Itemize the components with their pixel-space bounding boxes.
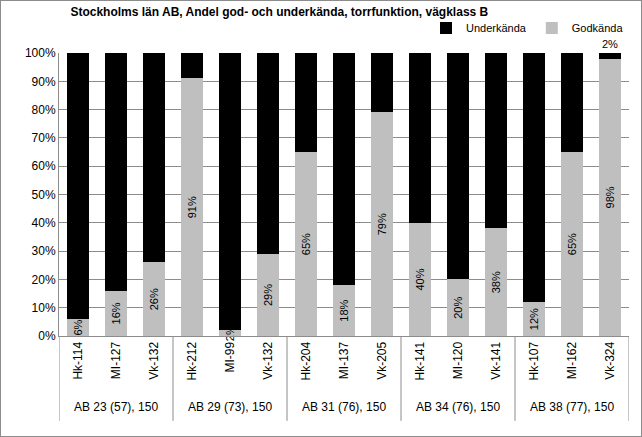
- svg-text:90%: 90%: [32, 75, 56, 89]
- svg-text:0%: 0%: [38, 329, 56, 343]
- svg-text:38%: 38%: [490, 271, 502, 293]
- svg-text:12%: 12%: [528, 308, 540, 330]
- svg-text:65%: 65%: [566, 233, 578, 255]
- svg-text:MI-127: MI-127: [109, 341, 123, 379]
- svg-text:98%: 98%: [604, 186, 616, 208]
- svg-text:Hk-141: Hk-141: [413, 341, 427, 380]
- svg-text:16%: 16%: [110, 302, 122, 324]
- svg-text:50%: 50%: [32, 188, 56, 202]
- svg-text:Vk-205: Vk-205: [375, 341, 389, 379]
- svg-text:AB 23 (57), 150: AB 23 (57), 150: [74, 400, 158, 414]
- svg-text:40%: 40%: [414, 268, 426, 290]
- svg-text:Vk-141: Vk-141: [489, 341, 503, 379]
- svg-text:29%: 29%: [262, 284, 274, 306]
- svg-text:6%: 6%: [72, 319, 84, 335]
- svg-text:MI-120: MI-120: [451, 341, 465, 379]
- svg-text:MI-162: MI-162: [565, 341, 579, 379]
- svg-text:20%: 20%: [32, 273, 56, 287]
- svg-text:Stockholms län AB, Andel god-: Stockholms län AB, Andel god- och underk…: [70, 5, 488, 19]
- svg-text:20%: 20%: [452, 297, 464, 319]
- svg-text:AB 38 (77), 150: AB 38 (77), 150: [530, 400, 614, 414]
- svg-text:26%: 26%: [148, 288, 160, 310]
- svg-text:65%: 65%: [300, 233, 312, 255]
- svg-text:AB 31 (76), 150: AB 31 (76), 150: [302, 400, 386, 414]
- svg-text:79%: 79%: [376, 213, 388, 235]
- svg-text:Godkända: Godkända: [572, 22, 624, 34]
- svg-text:18%: 18%: [338, 299, 350, 321]
- svg-text:MI-137: MI-137: [337, 341, 351, 379]
- svg-text:10%: 10%: [32, 301, 56, 315]
- svg-text:91%: 91%: [186, 196, 198, 218]
- svg-text:Hk-212: Hk-212: [185, 341, 199, 380]
- svg-text:2%: 2%: [224, 325, 236, 341]
- svg-text:Hk-204: Hk-204: [299, 341, 313, 380]
- svg-text:70%: 70%: [32, 131, 56, 145]
- svg-text:60%: 60%: [32, 159, 56, 173]
- svg-text:100%: 100%: [25, 46, 56, 60]
- svg-text:Hk-114: Hk-114: [71, 341, 85, 379]
- svg-text:MI-99: MI-99: [223, 341, 237, 372]
- svg-text:Hk-107: Hk-107: [527, 341, 541, 380]
- svg-text:80%: 80%: [32, 103, 56, 117]
- svg-text:30%: 30%: [32, 244, 56, 258]
- svg-text:Vk-132: Vk-132: [261, 341, 275, 379]
- svg-text:2%: 2%: [602, 38, 618, 50]
- svg-text:Underkända: Underkända: [466, 22, 527, 34]
- svg-text:AB 29 (73), 150: AB 29 (73), 150: [188, 400, 272, 414]
- svg-text:40%: 40%: [32, 216, 56, 230]
- svg-text:Vk-324: Vk-324: [603, 341, 617, 379]
- svg-text:AB 34 (76), 150: AB 34 (76), 150: [416, 400, 500, 414]
- svg-text:Vk-132: Vk-132: [147, 341, 161, 379]
